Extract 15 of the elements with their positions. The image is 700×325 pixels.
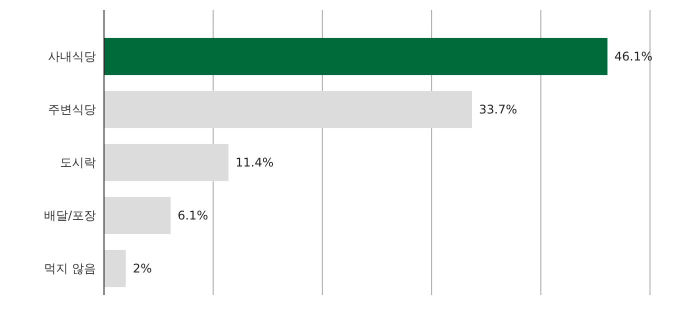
data-label: 6.1%	[178, 208, 208, 222]
bar	[104, 90, 472, 128]
bar	[104, 38, 608, 76]
bar	[104, 250, 126, 288]
bar	[104, 144, 228, 182]
y-tick-label: 배달/포장	[44, 208, 96, 222]
y-tick-label: 먹지 않음	[44, 262, 96, 276]
y-tick-label: 도시락	[60, 156, 96, 170]
y-tick-label: 사내식당	[48, 50, 96, 64]
data-label: 46.1%	[614, 50, 653, 64]
y-tick-label: 주변식당	[48, 102, 96, 116]
bar	[104, 196, 171, 234]
data-label: 33.7%	[479, 102, 518, 116]
data-label: 11.4%	[235, 156, 274, 170]
data-label: 2%	[132, 262, 152, 276]
